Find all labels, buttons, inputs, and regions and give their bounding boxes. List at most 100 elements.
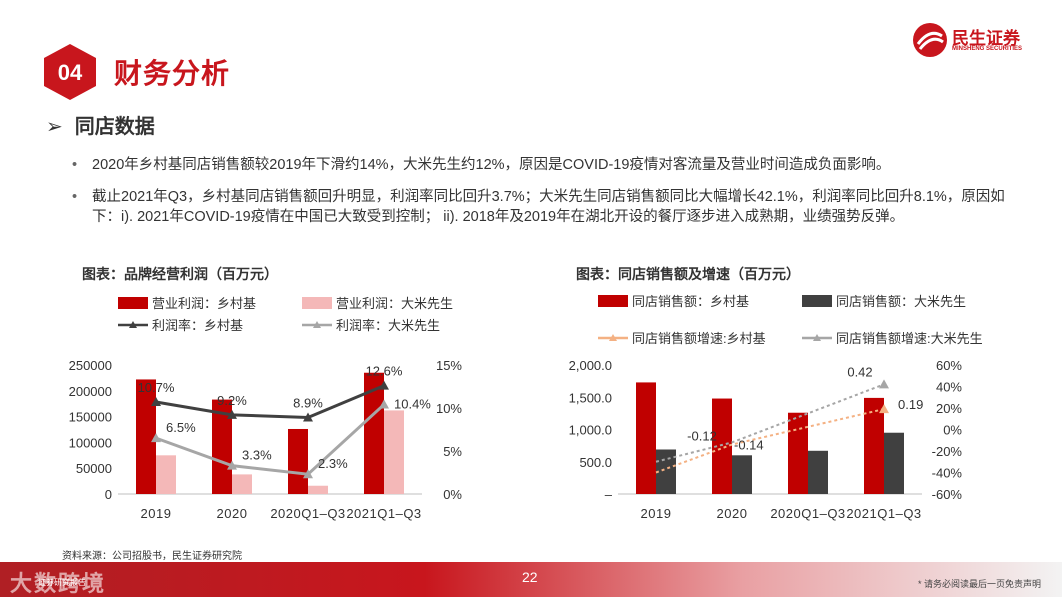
y-left-tick-label: 100000 [69, 435, 112, 450]
series-point [227, 460, 237, 470]
x-tick-label: 2020Q1–Q3 [270, 506, 345, 521]
legend-label: 利润率：大米先生 [336, 318, 440, 333]
source-note: 资料来源：公司招股书，民生证券研究院 [62, 551, 242, 562]
chart1-caption: 图表：品牌经营利润（百万元） [82, 266, 278, 282]
logo-text: 民生证券 [952, 29, 1020, 48]
series-point [303, 469, 313, 479]
series-point [879, 404, 889, 414]
y-left-tick-label: 150000 [69, 410, 112, 425]
data-label: 0.42 [847, 364, 872, 379]
y-right-tick-label: -60% [932, 487, 963, 502]
x-tick-label: 2020Q1–Q3 [770, 506, 845, 521]
y-right-tick-label: 10% [436, 401, 462, 416]
bar [636, 382, 656, 494]
legend-label: 利润率：乡村基 [152, 318, 243, 333]
bar [656, 449, 676, 494]
legend-label: 营业利润：大米先生 [336, 296, 453, 311]
x-tick-label: 2019 [141, 506, 172, 521]
data-label: 2.3% [318, 456, 348, 471]
bar [364, 372, 384, 494]
section-badge: 04 [44, 44, 96, 100]
data-label: 0.19 [898, 397, 923, 412]
logo-icon [913, 23, 947, 57]
y-left-tick-label: 0 [105, 487, 112, 502]
bar [232, 474, 252, 494]
data-label: 10.4% [394, 397, 431, 412]
bullet-list: 2020年乡村基同店销售额较2019年下滑约14%，大米先生约12%，原因是CO… [72, 155, 1032, 239]
page-number: 22 [522, 569, 538, 585]
y-left-tick-label: 2,000.0 [569, 358, 612, 373]
data-label: 8.9% [293, 395, 323, 410]
x-tick-label: 2021Q1–Q3 [346, 506, 421, 521]
legend-marker [813, 334, 821, 341]
bar [712, 398, 732, 494]
y-right-tick-label: 5% [443, 444, 462, 459]
y-left-tick-label: 1,500.0 [569, 390, 612, 405]
bar [384, 410, 404, 494]
chart2-caption: 图表：同店销售额及增速（百万元） [576, 266, 800, 282]
legend-label: 同店销售额：乡村基 [632, 294, 749, 309]
x-tick-label: 2020 [217, 506, 248, 521]
bar [288, 428, 308, 494]
bar [156, 455, 176, 494]
bullet-item: 2020年乡村基同店销售额较2019年下滑约14%，大米先生约12%，原因是CO… [72, 155, 1032, 175]
bar [884, 432, 904, 494]
hexagon-shape [44, 44, 96, 100]
y-left-tick-label: 50000 [76, 461, 112, 476]
legend-label: 同店销售额增速:大米先生 [836, 331, 983, 346]
logo-subtext: MINSHENG SECURITIES [952, 46, 1023, 52]
watermark-small: 证券研究报告 [38, 578, 86, 587]
legend-label: 同店销售额增速:乡村基 [632, 331, 766, 346]
y-right-tick-label: 0% [943, 423, 962, 438]
bullet-item: 截止2021年Q3，乡村基同店销售额回升明显，利润率同比回升3.7%；大米先生同… [72, 187, 1032, 227]
series-point [379, 399, 389, 409]
trend-line [655, 408, 885, 474]
footer-bar [0, 562, 1062, 597]
y-right-tick-label: 20% [936, 401, 962, 416]
subtitle-text: 同店数据 [74, 116, 155, 138]
legend-marker [609, 334, 617, 341]
bar [136, 379, 156, 494]
watermark: 大数跨境 [10, 571, 107, 596]
y-left-tick-label: 200000 [69, 384, 112, 399]
subtitle: ➢ 同店数据 [46, 110, 155, 139]
x-tick-label: 2021Q1–Q3 [846, 506, 921, 521]
series-line [155, 403, 386, 476]
y-right-tick-label: 60% [936, 358, 962, 373]
trend-line [655, 383, 885, 463]
y-right-tick-label: 15% [436, 358, 462, 373]
disclaimer: * 请务必阅读最后一页免责声明 [918, 579, 1042, 589]
series-point [227, 409, 237, 419]
brand-logo: 民生证券 MINSHENG SECURITIES [912, 20, 1032, 60]
y-left-tick-label: 1,000.0 [569, 423, 612, 438]
y-right-tick-label: 40% [936, 380, 962, 395]
bar [732, 455, 752, 494]
series-line [155, 384, 385, 419]
bar [864, 397, 884, 494]
legend-swatch [802, 295, 832, 307]
legend-swatch [118, 297, 148, 309]
legend-marker [129, 321, 137, 328]
x-tick-label: 2020 [717, 506, 748, 521]
data-label: 6.5% [166, 420, 196, 435]
series-point [151, 433, 161, 443]
series-point [303, 412, 313, 422]
series-point [379, 380, 389, 390]
y-right-tick-label: 0% [443, 487, 462, 502]
series-point [151, 396, 161, 406]
y-right-tick-label: -20% [932, 444, 963, 459]
legend-swatch [598, 295, 628, 307]
section-number: 04 [58, 60, 83, 85]
y-left-tick-label: – [605, 487, 613, 502]
data-label: -0.14 [734, 438, 764, 453]
data-label: 9.2% [217, 393, 247, 408]
legend-swatch [302, 297, 332, 309]
y-left-tick-label: 500.0 [579, 455, 612, 470]
arrow-bullet-icon: ➢ [46, 116, 63, 138]
bar [308, 485, 328, 494]
bar [212, 399, 232, 494]
bar [808, 450, 828, 494]
series-point [879, 379, 889, 389]
legend-marker [313, 321, 321, 328]
